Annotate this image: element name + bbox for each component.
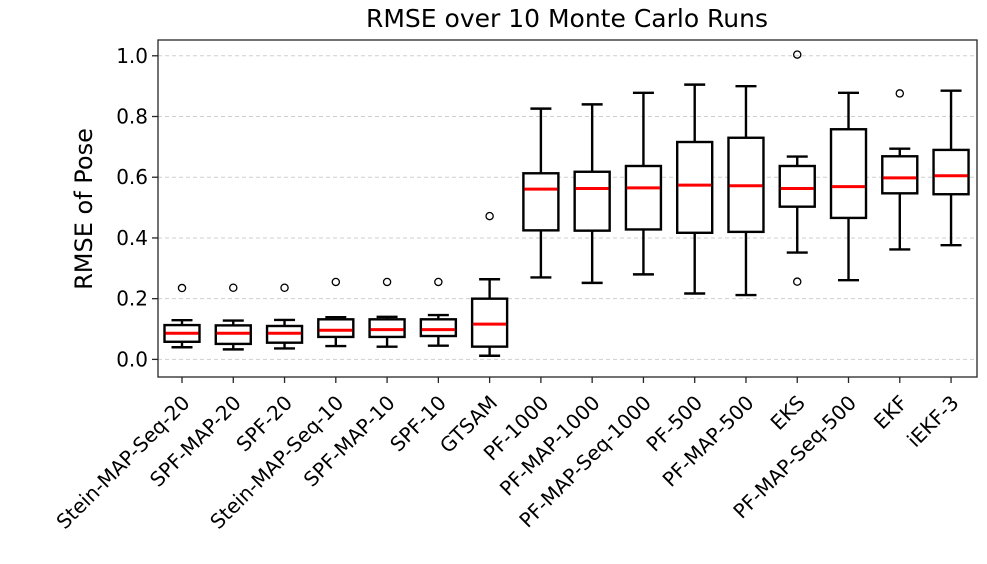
box-SPF-10 bbox=[419, 277, 458, 347]
chart-title: RMSE over 10 Monte Carlo Runs bbox=[366, 4, 768, 33]
box-rect bbox=[624, 164, 663, 231]
outlier-point bbox=[382, 277, 392, 287]
box-PF-MAP-1000 bbox=[573, 103, 611, 285]
box-rect bbox=[573, 170, 611, 232]
outlier-point bbox=[792, 50, 802, 59]
axes bbox=[152, 39, 978, 383]
box-EKF bbox=[881, 89, 919, 251]
y-axis-label: RMSE of Pose bbox=[70, 128, 98, 290]
plot-frame bbox=[157, 39, 978, 378]
outlier-point bbox=[331, 277, 341, 287]
x-tick-label: iEKF-3 bbox=[902, 391, 963, 452]
y-tick-labels: 0.0 0.2 0.4 0.6 0.8 1.0 bbox=[116, 44, 148, 372]
box-SPF-20 bbox=[265, 283, 304, 350]
y-tick-label: 0.6 bbox=[116, 165, 148, 189]
x-tick-labels: Stein-MAP-Seq-20SPF-MAP-20SPF-20Stein-MA… bbox=[51, 391, 963, 534]
gridlines bbox=[158, 55, 977, 360]
outlier-point bbox=[485, 211, 494, 221]
box-Stein-MAP-Seq-20 bbox=[163, 283, 201, 349]
box-SPF-MAP-10 bbox=[368, 277, 406, 348]
outlier-point bbox=[792, 277, 802, 286]
box-rect bbox=[778, 164, 816, 208]
box-rect bbox=[419, 318, 458, 338]
y-tick-label: 0.4 bbox=[116, 226, 148, 250]
box-SPF-MAP-20 bbox=[214, 283, 252, 351]
box-EKS bbox=[778, 50, 816, 286]
box-PF-MAP-Seq-500 bbox=[829, 91, 868, 282]
box-rect bbox=[676, 140, 714, 234]
outlier-point bbox=[895, 89, 905, 98]
x-tick-label: EKF bbox=[869, 391, 912, 434]
box-rect bbox=[470, 297, 509, 348]
box-rect bbox=[522, 172, 560, 232]
box-rect bbox=[932, 148, 970, 196]
y-tick-label: 1.0 bbox=[116, 44, 148, 68]
outlier-point bbox=[434, 277, 443, 287]
box-Stein-MAP-Seq-10 bbox=[317, 277, 355, 348]
box-iEKF-3 bbox=[932, 89, 970, 247]
box-series bbox=[163, 50, 970, 357]
box-PF-500 bbox=[676, 83, 714, 295]
outlier-point bbox=[229, 283, 238, 292]
box-rect bbox=[317, 318, 355, 339]
box-PF-MAP-500 bbox=[727, 84, 765, 297]
box-rect bbox=[368, 318, 406, 339]
x-tick-label: EKS bbox=[766, 391, 810, 435]
y-tick-label: 0.2 bbox=[116, 287, 148, 311]
box-rect bbox=[881, 155, 919, 195]
outlier-point bbox=[177, 283, 187, 293]
y-tick-label: 0.8 bbox=[116, 105, 148, 129]
box-rect bbox=[829, 128, 868, 220]
box-PF-1000 bbox=[522, 107, 560, 279]
box-PF-MAP-Seq-1000 bbox=[624, 91, 663, 276]
box-GTSAM bbox=[470, 211, 509, 357]
y-tick-label: 0.0 bbox=[116, 347, 148, 371]
outlier-point bbox=[280, 283, 289, 292]
